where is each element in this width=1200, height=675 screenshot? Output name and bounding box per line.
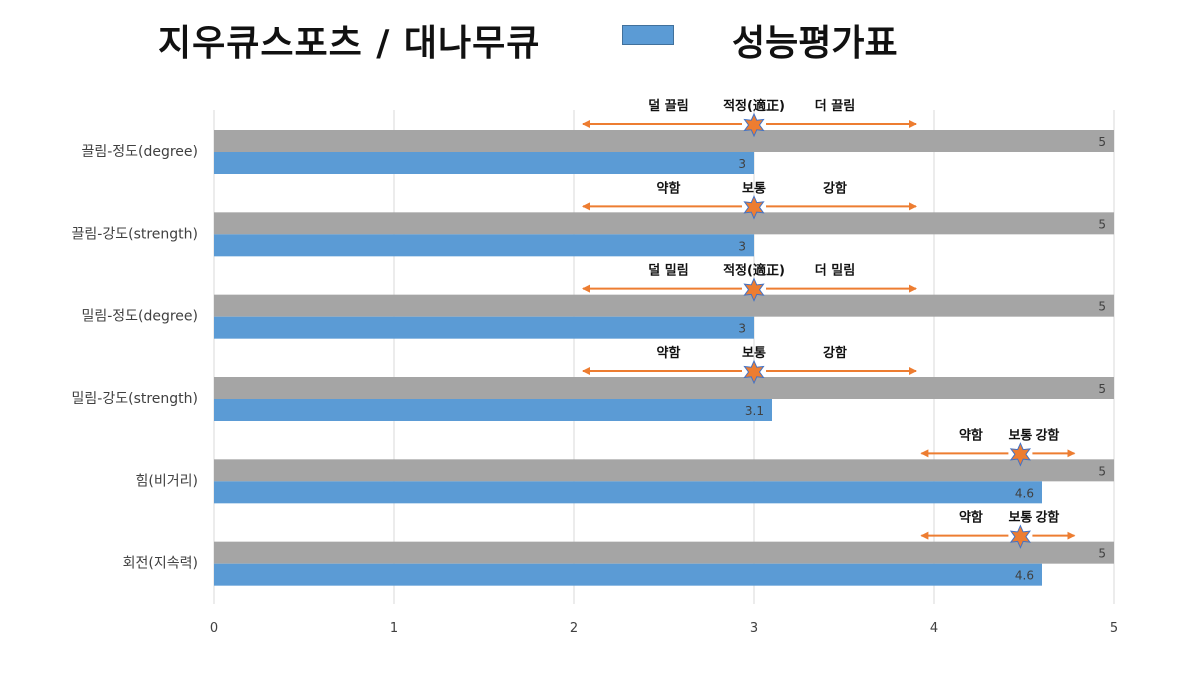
value-bar [214,316,754,339]
annotation-left-label: 약함 [657,345,681,361]
value-bar-value-label: 4.6 [1015,486,1034,500]
value-bar-value-label: 4.6 [1015,569,1034,583]
max-bar-value-label: 5 [1098,382,1106,396]
annotation-left-label: 덜 밀림 [648,263,688,279]
max-bar-value-label: 5 [1098,135,1106,149]
category-label: 끌림-정도(degree) [81,144,198,160]
annotation-right-label: 더 끌림 [815,98,855,114]
annotation-center-label: 적정(適正) [723,263,785,279]
value-bar [214,563,1042,586]
x-tick-label: 2 [570,621,578,636]
category-label: 힘(비거리) [136,473,198,489]
max-bar-value-label: 5 [1098,464,1106,478]
star-marker [743,359,765,385]
bars: 5 3 5 3 5 3 5 3.1 5 4.6 5 4.6 [214,130,1114,586]
star-marker [1009,524,1032,549]
legend-swatch [622,25,674,45]
max-bar-value-label: 5 [1098,300,1106,314]
x-tick-label: 3 [750,621,758,636]
annotation-right-label: 강함 [823,180,847,196]
value-bar [214,234,754,257]
value-bar-value-label: 3 [738,322,746,336]
max-bar [214,130,1114,152]
gridlines [213,110,1115,604]
max-bar-value-label: 5 [1098,547,1106,561]
annotation-center-label: 보통 [1008,428,1032,443]
category-label: 밀림-강도(strength) [72,391,198,407]
annotation-left-label: 약함 [959,510,983,526]
max-bar [214,294,1114,317]
annotation-left-label: 약함 [959,427,983,443]
value-bar-value-label: 3.1 [745,404,764,418]
legend-label: 성능평가표 [732,23,898,64]
annotation-center-label: 보통 [1008,511,1032,526]
max-bar [214,459,1114,482]
value-bar [214,152,754,174]
x-tick-label: 4 [930,621,938,636]
x-tick-label: 1 [390,621,398,636]
max-bar-value-label: 5 [1098,217,1106,231]
star-marker [743,112,765,138]
axes: 0 1 2 3 4 5 끌림-정도(degree) 끌림-강도(strength) 밀림-정도(… [72,144,1119,636]
value-bar-value-label: 3 [738,239,746,253]
annotation-right-label: 강함 [1035,427,1059,443]
category-label: 밀림-정도(degree) [81,309,198,325]
category-label: 회전(지속력) [123,556,198,572]
value-bar [214,399,772,421]
annotation-left-label: 덜 끌림 [648,98,688,114]
annotation-center-label: 보통 [742,181,766,196]
x-tick-label: 0 [210,621,218,636]
chart-header: 지우큐스포츠 / 대나무큐 성능평가표 [0,0,1200,80]
category-label: 끌림-강도(strength) [72,226,198,242]
annotation-right-label: 강함 [823,345,847,361]
max-bar [214,377,1114,399]
star-marker [743,277,765,302]
annotation-center-label: 보통 [742,346,766,361]
chart-title: 지우큐스포츠 / 대나무큐 [158,23,541,64]
max-bar [214,212,1114,235]
annotation-right-label: 강함 [1035,510,1059,526]
annotation-left-label: 약함 [657,180,681,196]
annotation-center-label: 적정(適正) [723,98,785,114]
max-bar [214,541,1114,564]
star-marker [743,195,765,220]
x-tick-label: 5 [1110,621,1118,636]
value-bar-value-label: 3 [738,157,746,171]
star-marker [1009,442,1032,467]
annotation-right-label: 더 밀림 [815,263,855,279]
value-bar [214,481,1042,504]
